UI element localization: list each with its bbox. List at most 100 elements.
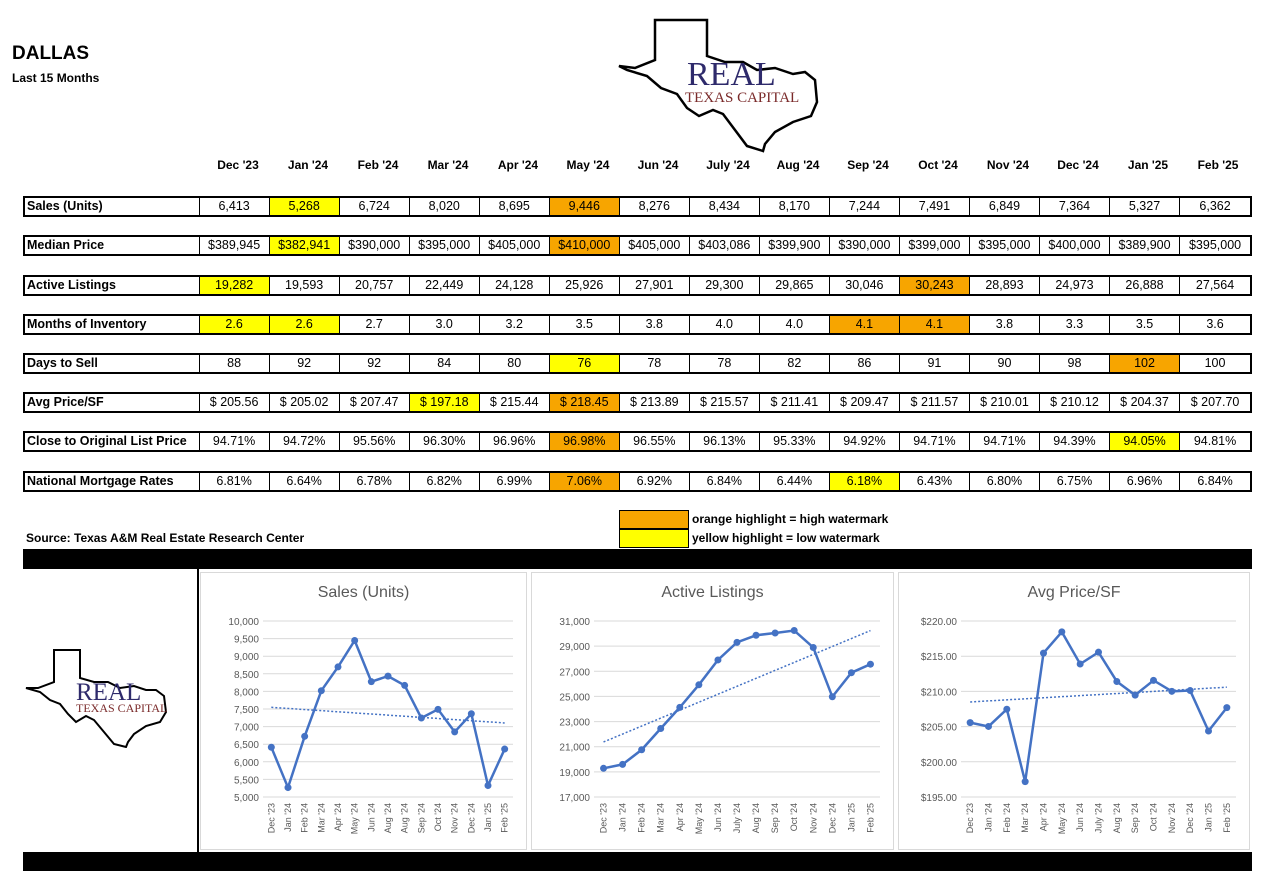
metric-value-cell: 94.71% xyxy=(970,433,1040,450)
metric-value-cell: 91 xyxy=(900,355,970,372)
month-label: Feb '25 xyxy=(1197,158,1239,172)
metric-value-cell: 94.92% xyxy=(830,433,900,450)
data-point xyxy=(417,714,425,722)
sales-units-chart: Sales (Units) 10,000 9,500 9,000 8,500 8,000… xyxy=(200,572,527,850)
real-texas-capital-logo: REAL TEXAS CAPITAL xyxy=(615,18,830,153)
metric-value-cell: 92 xyxy=(340,355,410,372)
metric-row: National Mortgage Rates 6.81% 6.64% 6.78% 6.… xyxy=(23,471,1252,492)
logo-real-text: REAL xyxy=(687,56,776,93)
metric-value-cell: 96.13% xyxy=(690,433,760,450)
metric-value-cell: 5,327 xyxy=(1110,198,1181,215)
avg-price-sf-chart: Avg Price/SF $220.00 $215.00 $210.00 $205.0… xyxy=(898,572,1250,850)
x-tick-label: Dec '24 xyxy=(466,803,476,833)
x-tick-label: Jan '24 xyxy=(283,803,293,832)
metric-value-cell: $390,000 xyxy=(830,237,900,254)
x-tick-label: Feb '25 xyxy=(1222,803,1232,833)
y-tick-label: 27,000 xyxy=(559,667,590,678)
metric-label: Median Price xyxy=(25,237,200,254)
metric-value-cell: 94.71% xyxy=(200,433,270,450)
black-divider-vertical xyxy=(197,569,199,871)
x-tick-label: Jan '25 xyxy=(1204,803,1214,832)
metric-value-cell: 2.7 xyxy=(340,316,410,333)
source-note: Source: Texas A&M Real Estate Research C… xyxy=(26,531,305,545)
x-tick-label: Aug '24 xyxy=(383,803,393,833)
metric-value-cell: 22,449 xyxy=(410,277,480,294)
x-tick-label: Feb '24 xyxy=(637,803,647,833)
y-tick-label: 17,000 xyxy=(559,793,590,804)
metric-value-cell: 3.8 xyxy=(620,316,690,333)
metric-value-cell: 6.92% xyxy=(620,473,690,490)
metric-value-cell: $ 207.47 xyxy=(340,394,410,411)
texas-outline-icon xyxy=(618,18,819,153)
data-point xyxy=(1076,660,1084,668)
data-point xyxy=(828,693,836,701)
logo-texas-capital-text-small: TEXAS CAPITAL xyxy=(76,701,167,715)
data-point xyxy=(401,681,409,689)
metric-value-cell: 82 xyxy=(760,355,830,372)
metric-value-cell: $ 210.01 xyxy=(970,394,1040,411)
y-tick-label: 10,000 xyxy=(228,617,259,628)
month-label: Apr '24 xyxy=(497,158,539,172)
metric-value-cell: 94.39% xyxy=(1040,433,1110,450)
metric-row: Active Listings 19,282 19,593 20,757 22,449 2… xyxy=(23,275,1252,296)
metric-value-cell: 7,244 xyxy=(830,198,900,215)
metric-value-cell: 8,170 xyxy=(760,198,830,215)
period-subtitle: Last 15 Months xyxy=(12,71,100,85)
data-point xyxy=(1003,705,1011,713)
real-texas-capital-logo-small: REAL TEXAS CAPITAL xyxy=(24,648,189,749)
data-point xyxy=(267,743,275,751)
metric-value-cell: 6,724 xyxy=(340,198,410,215)
metric-value-cell: 6.96% xyxy=(1110,473,1181,490)
data-point xyxy=(334,663,342,671)
data-point xyxy=(384,672,392,680)
metric-value-cell: 3.2 xyxy=(480,316,550,333)
metric-value-cell: 6.44% xyxy=(760,473,830,490)
month-label: July '24 xyxy=(706,158,750,172)
metric-label: Months of Inventory xyxy=(25,316,200,333)
data-point xyxy=(1021,778,1029,786)
month-label: Nov '24 xyxy=(986,158,1030,172)
x-tick-label: Oct '24 xyxy=(789,803,799,831)
metric-value-cell: 19,282 xyxy=(199,277,270,294)
data-point xyxy=(866,660,874,668)
metric-value-cell: $405,000 xyxy=(480,237,550,254)
metric-value-cell: 6,362 xyxy=(1199,199,1231,213)
x-tick-label: Nov '24 xyxy=(808,803,818,833)
metric-value-cell: 3.6 xyxy=(1206,317,1224,331)
data-point xyxy=(1113,677,1121,685)
month-label: Oct '24 xyxy=(918,158,958,172)
metric-value-cell: 29,300 xyxy=(690,277,760,294)
legend-low-text: yellow highlight = low watermark xyxy=(692,531,880,545)
metric-value-cell: 29,865 xyxy=(760,277,830,294)
metric-value-cell: 6.80% xyxy=(970,473,1040,490)
metric-value-cell: 6.43% xyxy=(900,473,970,490)
metric-value-cell: 8,276 xyxy=(620,198,690,215)
logo-texas-capital-text: TEXAS CAPITAL xyxy=(685,90,799,106)
metric-row: Sales (Units) 6,413 5,268 6,724 8,020 8,695 9,… xyxy=(23,196,1252,217)
metric-value-cell: 28,893 xyxy=(970,277,1040,294)
legend-low-swatch xyxy=(619,529,689,548)
x-tick-label: Jan '25 xyxy=(846,803,856,832)
y-tick-label: $200.00 xyxy=(921,758,958,769)
metric-value-cell: 8,695 xyxy=(480,198,550,215)
chart-title: Active Listings xyxy=(661,584,764,601)
x-tick-label: Sep '24 xyxy=(770,803,780,833)
metric-value-cell: 25,926 xyxy=(550,277,620,294)
metric-value-cell: 27,901 xyxy=(620,277,690,294)
x-tick-label: Feb '25 xyxy=(865,803,875,833)
data-point xyxy=(501,745,509,753)
data-point xyxy=(1168,687,1176,695)
metric-row: Months of Inventory 2.6 2.6 2.7 3.0 3.2 3.5 3.8… xyxy=(23,314,1252,335)
x-tick-label: Feb '24 xyxy=(1002,803,1012,833)
metric-row: Median Price $389,945 $382,941 $390,000 $395… xyxy=(23,235,1252,256)
x-tick-label: Aug '24 xyxy=(1112,803,1122,833)
metric-value-cell: 24,973 xyxy=(1040,277,1110,294)
metric-value-cell: 6.81% xyxy=(200,473,270,490)
legend-high-text: orange highlight = high watermark xyxy=(692,512,889,526)
texas-outline-icon-small xyxy=(25,649,168,749)
x-tick-label: Aug '24 xyxy=(400,803,410,833)
metric-value-cell: $ 204.37 xyxy=(1110,394,1181,411)
metric-value-cell: 4.1 xyxy=(899,316,970,333)
metric-value-cell: 98 xyxy=(1040,355,1110,372)
month-label: Dec '23 xyxy=(217,158,259,172)
